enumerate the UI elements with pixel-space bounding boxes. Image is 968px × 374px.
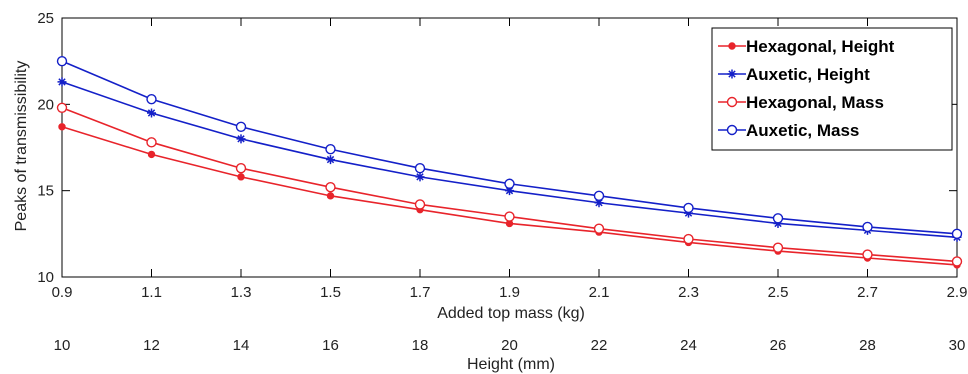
data-point: [235, 163, 247, 174]
data-point: [147, 108, 156, 118]
data-point: [325, 182, 336, 193]
x2-tick-label: 30: [949, 337, 966, 354]
x2-tick-label: 22: [591, 337, 608, 354]
x-tick-label: 2.1: [589, 284, 610, 301]
data-point: [951, 228, 963, 240]
data-point: [683, 233, 694, 245]
x-tick-label: 1.7: [410, 284, 431, 301]
y-tick-label: 15: [37, 183, 54, 200]
series-layer: [56, 55, 963, 269]
legend-item: Auxetic, Mass: [718, 121, 859, 140]
y-tick-label: 20: [37, 96, 54, 113]
legend-label: Hexagonal, Height: [746, 37, 895, 56]
y-tick-label: 10: [37, 269, 54, 286]
data-point: [56, 55, 68, 67]
data-point: [415, 172, 425, 182]
x-tick-label: 1.1: [141, 284, 162, 301]
data-point: [505, 186, 514, 196]
legend-label: Hexagonal, Mass: [746, 93, 884, 112]
x2-tick-label: 26: [770, 337, 787, 354]
data-point: [594, 198, 604, 208]
data-point: [146, 93, 157, 105]
y-axis-label: Peaks of transmissibility: [13, 61, 30, 232]
data-point: [862, 221, 873, 233]
x2-tick-label: 24: [680, 337, 697, 354]
data-point: [862, 249, 873, 260]
data-point: [56, 102, 68, 113]
data-point: [58, 123, 66, 131]
data-point: [146, 137, 157, 148]
legend-label: Auxetic, Height: [746, 65, 870, 84]
data-point: [236, 134, 246, 144]
data-point: [772, 213, 784, 224]
series-3: [56, 55, 963, 240]
data-point: [57, 77, 67, 87]
data-point: [593, 223, 605, 234]
legend-marker: [726, 96, 738, 108]
x-axis-label: Added top mass (kg): [437, 305, 585, 322]
legend-item: Hexagonal, Mass: [718, 93, 884, 112]
data-point: [414, 163, 426, 174]
x-tick-label: 2.9: [947, 284, 968, 301]
x-tick-label: 2.7: [857, 284, 878, 301]
legend-box: [711, 27, 953, 151]
legend-item: Hexagonal, Height: [718, 37, 895, 56]
data-point: [951, 256, 963, 267]
x-tick-label: 0.9: [52, 284, 73, 301]
x2-tick-label: 10: [54, 337, 71, 354]
x-tick-label: 1.5: [320, 284, 341, 301]
data-point: [147, 150, 156, 159]
data-point: [235, 121, 247, 132]
data-point: [504, 178, 515, 189]
legend-marker: [727, 69, 737, 79]
data-point: [237, 173, 245, 181]
x-tick-label: 2.5: [768, 284, 789, 301]
x2-tick-label: 18: [412, 337, 429, 354]
x-tick-label: 1.3: [231, 284, 252, 301]
x2-tick-label: 16: [322, 337, 339, 354]
x-tick-label: 1.9: [499, 284, 520, 301]
data-point: [683, 202, 694, 214]
legend-item: Auxetic, Height: [718, 65, 870, 84]
legend-marker: [728, 42, 736, 50]
data-point: [772, 242, 784, 253]
legend-label: Auxetic, Mass: [746, 121, 859, 140]
data-point: [326, 192, 335, 200]
data-point: [504, 211, 515, 222]
x-tick-label: 2.3: [678, 284, 699, 301]
series-2: [56, 102, 963, 267]
x2-axis-label: Height (mm): [467, 356, 555, 373]
data-point: [593, 190, 605, 202]
x2-tick-label: 14: [233, 337, 250, 354]
data-point: [326, 155, 335, 165]
y-tick-label: 25: [37, 10, 54, 27]
axes: 10 15 20 25 0.9 1.1 1.3 1.5 1.7 1.9 2.1 2.3 2.5 2.7 2.…: [37, 10, 967, 354]
legend: Hexagonal, Height Auxetic, Height Hexagona…: [711, 27, 953, 151]
x2-tick-label: 12: [143, 337, 160, 354]
data-point: [325, 144, 336, 155]
x2-tick-label: 28: [859, 337, 876, 354]
data-point: [414, 199, 426, 210]
x2-tick-label: 20: [501, 337, 518, 354]
legend-marker: [726, 124, 738, 136]
